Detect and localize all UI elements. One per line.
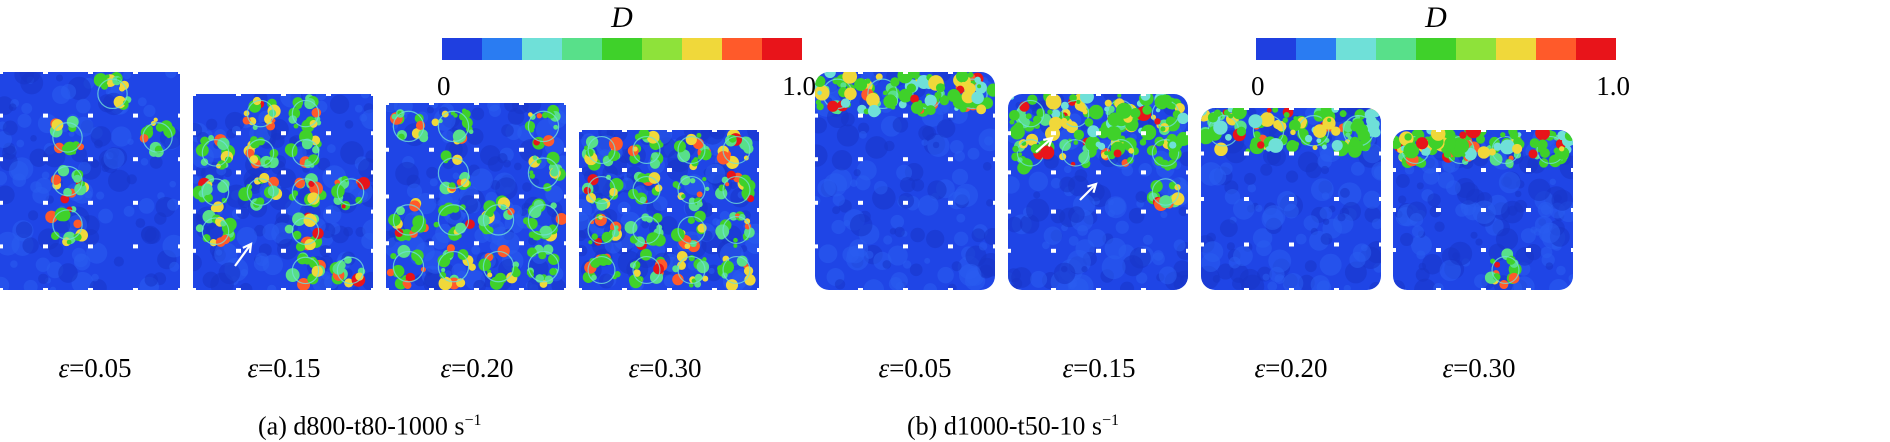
- colorbar-segment: [522, 38, 562, 60]
- snapshot-b-4: [1393, 130, 1573, 290]
- colorbar-segment: [682, 38, 722, 60]
- arrow-icon: [1079, 183, 1097, 201]
- snapshot-a-1: [0, 72, 180, 290]
- strain-label-a-4: ε=0.30: [628, 353, 702, 383]
- colorbar-segment: [482, 38, 522, 60]
- damage-field-image: [579, 130, 759, 290]
- damage-field-image: [193, 94, 373, 290]
- colorbar-scale: [442, 38, 802, 60]
- strain-label-b-2: ε=0.15: [1062, 353, 1136, 383]
- colorbar-scale: [1256, 38, 1616, 60]
- colorbar-segment: [602, 38, 642, 60]
- colorbar-min-label: 0: [1251, 71, 1265, 101]
- strain-label-a-1: ε=0.05: [58, 353, 132, 383]
- colorbar-segment: [1376, 38, 1416, 60]
- colorbar-segment: [442, 38, 482, 60]
- colorbar-a: D 0 1.0: [437, 0, 816, 101]
- colorbar-segment: [1576, 38, 1616, 60]
- snapshot-b-3: [1201, 108, 1381, 290]
- snapshot-b-2: [1008, 94, 1188, 290]
- snapshot-a-2: [193, 94, 373, 290]
- damage-field-image: [0, 72, 180, 290]
- caption-a: (a) d800-t80-1000 s−1: [258, 411, 482, 441]
- colorbar-max-label: 1.0: [1596, 71, 1630, 101]
- arrow-icon: [1035, 137, 1053, 153]
- colorbar-title: D: [1425, 1, 1447, 34]
- colorbar-segment: [1296, 38, 1336, 60]
- snapshot-a-3: [386, 103, 566, 290]
- strain-label-b-3: ε=0.20: [1254, 353, 1328, 383]
- panel-b: D 0 1.0 ε=0.05 ε=0.15 ε=0.20 ε=0.30 (b) …: [815, 0, 1890, 441]
- damage-field-image: [1393, 130, 1573, 290]
- strain-label-b-4: ε=0.30: [1442, 353, 1516, 383]
- panel-a: D 0 1.0 ε=0.05 ε=0.15 ε=0.20 ε=0.30 (a) …: [0, 0, 920, 441]
- colorbar-segment: [762, 38, 802, 60]
- colorbar-segment: [642, 38, 682, 60]
- colorbar-min-label: 0: [437, 71, 451, 101]
- damage-field-image: [1201, 108, 1381, 290]
- colorbar-title: D: [611, 1, 633, 34]
- colorbar-max-label: 1.0: [782, 71, 816, 101]
- damage-field-image: [815, 72, 995, 290]
- colorbar-segment: [722, 38, 762, 60]
- snapshot-a-4: [579, 130, 759, 290]
- colorbar-segment: [1496, 38, 1536, 60]
- colorbar-segment: [1416, 38, 1456, 60]
- arrow-icon: [234, 243, 252, 267]
- caption-b: (b) d1000-t50-10 s−1: [907, 411, 1120, 441]
- colorbar-segment: [1536, 38, 1576, 60]
- colorbar-segment: [1456, 38, 1496, 60]
- damage-field-image: [1008, 94, 1188, 290]
- strain-label-a-3: ε=0.20: [440, 353, 514, 383]
- colorbar-b: D 0 1.0: [1251, 0, 1630, 101]
- colorbar-segment: [1336, 38, 1376, 60]
- snapshot-b-1: [815, 72, 995, 290]
- colorbar-segment: [562, 38, 602, 60]
- strain-label-a-2: ε=0.15: [247, 353, 321, 383]
- damage-field-image: [386, 103, 566, 290]
- strain-label-b-1: ε=0.05: [878, 353, 952, 383]
- colorbar-segment: [1256, 38, 1296, 60]
